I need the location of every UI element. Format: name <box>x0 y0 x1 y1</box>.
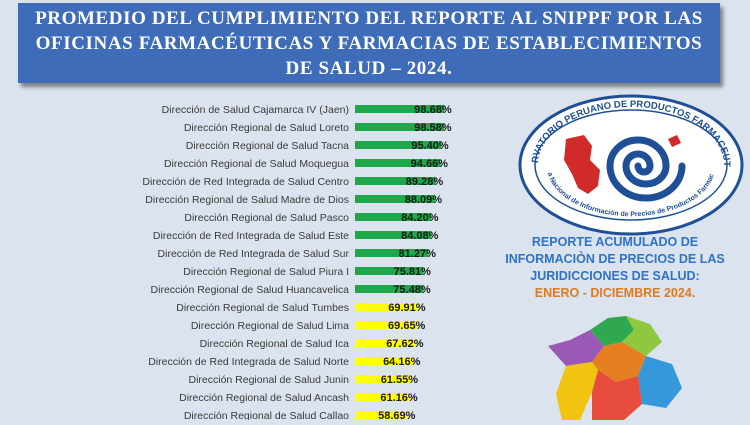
value-label: 98.68% <box>414 104 452 116</box>
bar <box>355 339 417 347</box>
report-period: ENERO - DICIEMBRE 2024. <box>534 286 696 300</box>
value-label: 69.65% <box>388 320 426 332</box>
bar-chart: Dirección de Salud Cajamarca IV (Jaen) 98… <box>0 94 480 420</box>
value-label: 98.58% <box>414 122 452 134</box>
map-region-northeast <box>622 316 662 356</box>
category-label: Dirección Regional de Salud Tacna <box>186 140 349 152</box>
value-label: 81.27% <box>399 248 437 260</box>
bar <box>355 411 409 419</box>
report-caption: REPORTE ACUMULADO DE INFORMACIÒN DE PREC… <box>480 234 750 302</box>
value-label: 88.09% <box>405 194 443 206</box>
page-title: PROMEDIO DEL CUMPLIMIENTO DEL REPORTE AL… <box>35 7 703 79</box>
value-label: 64.16% <box>383 356 421 368</box>
category-label: Dirección Regional de Salud Tumbes <box>176 302 349 314</box>
value-label: 95.40% <box>411 140 449 152</box>
value-label: 58.69% <box>378 410 416 420</box>
category-label: Dirección Regional de Salud Huancavelica <box>151 284 350 296</box>
category-label: Dirección Regional de Salud Pasco <box>184 212 349 224</box>
map-region-coast-south <box>556 362 598 420</box>
value-label: 75.81% <box>394 266 432 278</box>
map-region-east <box>638 356 682 408</box>
bar-chart-svg: Dirección de Salud Cajamarca IV (Jaen) 98… <box>142 104 452 420</box>
bar <box>355 177 436 185</box>
logo-red-accent-icon <box>668 135 681 147</box>
value-label: 84.08% <box>401 230 439 242</box>
category-label: Dirección Regional de Salud Piura I <box>183 266 349 278</box>
value-label: 61.55% <box>381 374 419 386</box>
value-label: 61.16% <box>380 392 418 404</box>
bar <box>355 105 445 113</box>
bar <box>355 321 419 329</box>
map-region-coast-north <box>548 330 604 366</box>
category-label: Dirección Regional de Salud Lima <box>191 320 349 332</box>
value-label: 84.20% <box>401 212 439 224</box>
bar <box>355 303 419 311</box>
bar <box>355 249 429 257</box>
bar <box>355 231 432 239</box>
report-line-2: INFORMACIÒN DE PRECIOS DE LAS <box>505 252 725 266</box>
map-region-north <box>590 316 634 346</box>
bar <box>355 213 432 221</box>
bar <box>355 195 435 203</box>
peru-regions-map <box>540 312 690 420</box>
category-label: Dirección de Red Integrada de Salud Nort… <box>148 356 349 368</box>
map-region-south <box>592 370 642 420</box>
category-label: Dirección de Red Integrada de Salud Cent… <box>142 176 349 188</box>
value-label: 89.28% <box>406 176 444 188</box>
report-line-1: REPORTE ACUMULADO DE <box>531 235 699 249</box>
value-label: 75.48% <box>393 284 431 296</box>
value-label: 69.91% <box>388 302 426 314</box>
observatorio-logo: OBSERVATORIO PERUANO DE PRODUCTOS FARMAC… <box>514 86 744 236</box>
category-label: Dirección Regional de Salud Ancash <box>179 392 349 404</box>
category-label: Dirección de Salud Cajamarca IV (Jaen) <box>162 104 349 116</box>
category-label: Dirección Regional de Salud Madre de Dio… <box>145 194 349 206</box>
value-label: 94.66% <box>411 158 449 170</box>
value-label: 67.62% <box>386 338 424 350</box>
category-label: Dirección de Red Integrada de Salud Este <box>153 230 349 242</box>
category-label: Dirección Regional de Salud Ica <box>200 338 350 350</box>
bar <box>355 123 445 131</box>
category-label: Dirección de Red Integrada de Salud Sur <box>158 248 350 260</box>
bar <box>355 141 442 149</box>
bar <box>355 375 411 383</box>
category-label: Dirección Regional de Salud Callao <box>184 410 349 420</box>
bar <box>355 267 424 275</box>
peru-map-icon <box>564 135 600 194</box>
title-banner: PROMEDIO DEL CUMPLIMIENTO DEL REPORTE AL… <box>18 3 720 83</box>
category-label: Dirección Regional de Salud Loreto <box>184 122 349 134</box>
bar <box>355 285 424 293</box>
bar <box>355 159 441 167</box>
category-label: Dirección Regional de Salud Junin <box>188 374 349 386</box>
map-region-center <box>592 342 646 382</box>
bar <box>355 393 411 401</box>
category-label: Dirección Regional de Salud Moquegua <box>164 158 349 170</box>
report-line-3: JURIDICCIONES DE SALUD: <box>530 269 700 283</box>
logo-swirl-icon <box>606 136 686 202</box>
bar <box>355 357 414 365</box>
